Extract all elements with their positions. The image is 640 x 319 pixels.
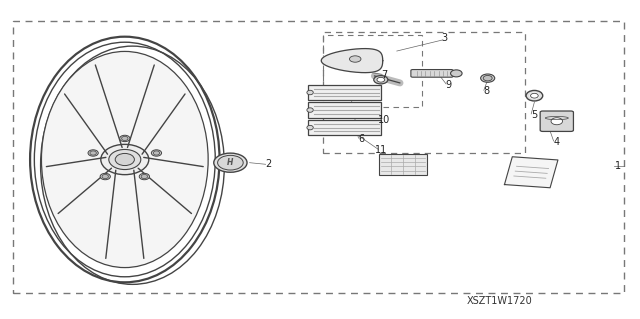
Ellipse shape: [42, 51, 208, 268]
Text: 5: 5: [531, 110, 538, 120]
FancyBboxPatch shape: [540, 111, 573, 131]
Text: H: H: [227, 158, 234, 167]
Ellipse shape: [377, 77, 385, 82]
Ellipse shape: [551, 118, 563, 125]
Ellipse shape: [109, 149, 141, 170]
Text: 1: 1: [614, 161, 621, 171]
Text: XSZT1W1720: XSZT1W1720: [467, 296, 532, 307]
Bar: [380, 154, 428, 175]
Ellipse shape: [307, 90, 314, 95]
Ellipse shape: [153, 151, 159, 155]
Ellipse shape: [120, 135, 130, 142]
Ellipse shape: [90, 151, 97, 155]
Ellipse shape: [374, 76, 388, 84]
FancyBboxPatch shape: [308, 120, 381, 135]
Ellipse shape: [122, 136, 128, 140]
Ellipse shape: [115, 153, 134, 166]
Ellipse shape: [88, 150, 99, 156]
Text: 3: 3: [442, 33, 448, 43]
Ellipse shape: [530, 93, 539, 99]
Ellipse shape: [349, 56, 361, 62]
Text: 7: 7: [381, 70, 387, 80]
Text: 11: 11: [374, 145, 387, 155]
Ellipse shape: [307, 125, 314, 130]
Ellipse shape: [451, 70, 462, 77]
Ellipse shape: [531, 93, 538, 98]
Text: 10: 10: [378, 115, 390, 125]
Text: 4: 4: [554, 137, 560, 147]
Bar: [323, 35, 422, 107]
Text: 8: 8: [483, 86, 490, 96]
FancyBboxPatch shape: [308, 85, 381, 100]
Text: 9: 9: [445, 79, 451, 90]
Bar: [13, 21, 624, 293]
FancyBboxPatch shape: [411, 70, 453, 77]
Ellipse shape: [151, 150, 161, 156]
Text: 6: 6: [358, 134, 365, 144]
Ellipse shape: [218, 155, 243, 170]
Ellipse shape: [102, 174, 108, 179]
Ellipse shape: [141, 174, 148, 179]
Ellipse shape: [526, 91, 543, 101]
Polygon shape: [504, 157, 558, 188]
Ellipse shape: [101, 144, 149, 175]
Ellipse shape: [307, 108, 314, 112]
Bar: [323, 32, 525, 153]
Ellipse shape: [140, 173, 150, 180]
Polygon shape: [321, 48, 383, 73]
Text: 2: 2: [266, 159, 272, 169]
Ellipse shape: [100, 173, 110, 180]
Ellipse shape: [483, 75, 492, 81]
Ellipse shape: [214, 153, 247, 172]
FancyBboxPatch shape: [308, 102, 381, 118]
Ellipse shape: [481, 74, 495, 82]
